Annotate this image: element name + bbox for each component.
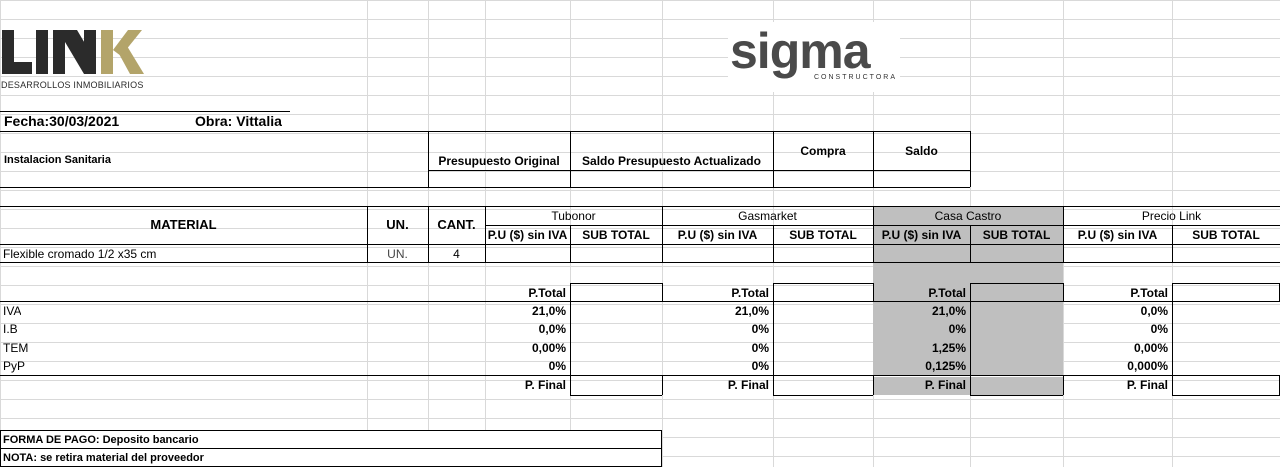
pyp-pct-casa-castro: 0,125% [925, 359, 966, 373]
pfinal-label: P. Final [727, 378, 769, 392]
compra-header: Compra [800, 144, 846, 158]
pfinal-label: P. Final [524, 378, 566, 392]
ib-pct-gasmarket: 0% [751, 322, 769, 336]
iva-pct-casa-castro: 21,0% [931, 304, 966, 318]
link-logo: DESARROLLOS INMOBILIARIOS [0, 26, 150, 92]
subtotal-header: SUB TOTAL [789, 228, 857, 242]
supplier-precio-link: Precio Link [1141, 209, 1202, 223]
supplier-tubonor: Tubonor [551, 209, 596, 223]
ib-pct-tubonor: 0,0% [538, 322, 566, 336]
sigma-logo: sigma CONSTRUCTORA [728, 22, 900, 92]
supplier-casa-castro: Casa Castro [934, 209, 1002, 223]
subtotal-header: SUB TOTAL [1192, 228, 1260, 242]
pu-header: P.U ($) sin IVA [881, 228, 962, 242]
row-label-iva: IVA [3, 304, 22, 318]
tem-pct-gasmarket: 0% [751, 341, 769, 355]
tem-pct-precio-link: 0,00% [1133, 341, 1168, 355]
pu-header: P.U ($) sin IVA [677, 228, 758, 242]
un-header: UN. [386, 217, 409, 232]
ib-pct-precio-link: 0% [1150, 322, 1168, 336]
pyp-pct-tubonor: 0% [548, 359, 566, 373]
summary-item: Instalacion Sanitaria [4, 154, 111, 166]
pyp-pct-precio-link: 0,000% [1127, 359, 1168, 373]
iva-pct-precio-link: 0,0% [1140, 304, 1168, 318]
row-label-ib: I.B [3, 322, 18, 336]
casa-castro-highlight [873, 206, 1063, 376]
cant-header: CANT. [437, 217, 476, 232]
ptotal-label: P.Total [928, 286, 966, 300]
saldo-header: Saldo [905, 144, 938, 158]
pu-header: P.U ($) sin IVA [1077, 228, 1158, 242]
subtotal-header: SUB TOTAL [582, 228, 650, 242]
obra-label: Obra: Vittalia [195, 113, 282, 129]
presupuesto-original-header: Presupuesto Original [438, 154, 560, 168]
item-unit: UN. [387, 247, 408, 261]
ptotal-label: P.Total [731, 286, 769, 300]
sigma-subtitle: CONSTRUCTORA [814, 74, 897, 81]
subtotal-header: SUB TOTAL [982, 228, 1051, 242]
fecha-label: Fecha:30/03/2021 [4, 113, 120, 129]
row-label-pyp: PyP [3, 359, 26, 373]
tem-pct-casa-castro: 1,25% [931, 341, 966, 355]
row-label-tem: TEM [3, 341, 29, 355]
pfinal-label: P. Final [1126, 378, 1168, 392]
ptotal-label: P.Total [1130, 286, 1168, 300]
item-name: Flexible cromado 1/2 x35 cm [3, 247, 157, 261]
item-quantity: 4 [453, 247, 460, 261]
supplier-gasmarket: Gasmarket [738, 209, 797, 223]
forma-pago: FORMA DE PAGO: Deposito bancario [3, 434, 199, 446]
link-subtitle: DESARROLLOS INMOBILIARIOS [1, 80, 144, 90]
saldo-actualizado-header: Saldo Presupuesto Actualizado [582, 154, 761, 168]
ib-pct-casa-castro: 0% [948, 322, 966, 336]
iva-pct-tubonor: 21,0% [531, 304, 566, 318]
sigma-wordmark: sigma [730, 23, 871, 79]
pu-header: P.U ($) sin IVA [487, 228, 568, 242]
ptotal-label: P.Total [528, 286, 566, 300]
pfinal-label: P. Final [924, 378, 966, 392]
tem-pct-tubonor: 0,00% [531, 341, 566, 355]
pyp-pct-gasmarket: 0% [751, 359, 769, 373]
material-header: MATERIAL [150, 217, 217, 232]
iva-pct-gasmarket: 21,0% [734, 304, 769, 318]
link-logo-mark [2, 30, 144, 74]
nota: NOTA: se retira material del proveedor [3, 452, 204, 464]
